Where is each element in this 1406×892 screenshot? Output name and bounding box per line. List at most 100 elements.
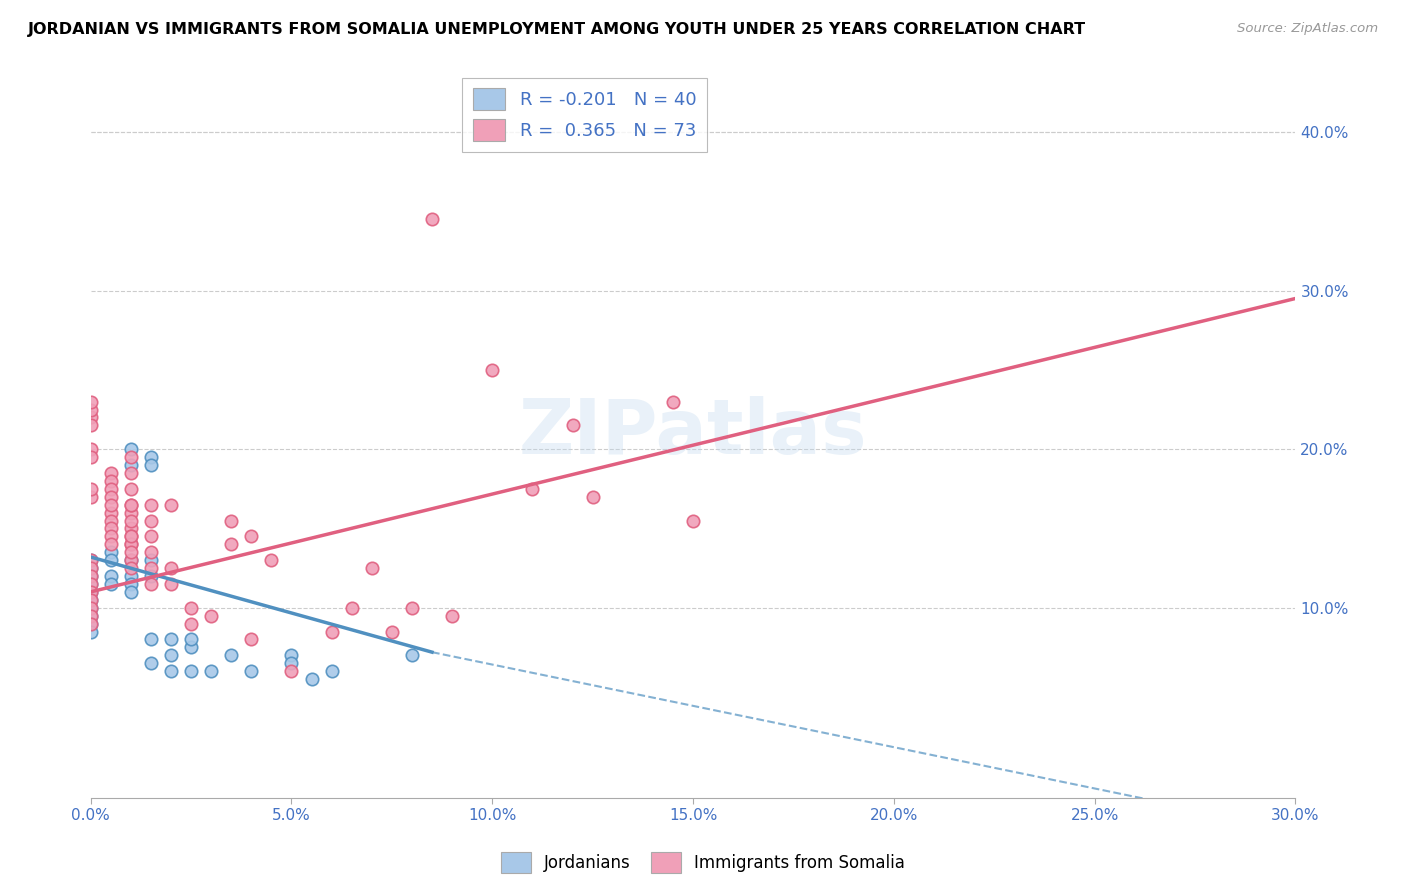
Point xyxy=(240,664,263,678)
Point xyxy=(139,450,162,464)
Point xyxy=(79,577,101,591)
Point xyxy=(79,592,101,607)
Point xyxy=(79,482,101,496)
Point xyxy=(79,585,101,599)
Point xyxy=(160,664,183,678)
Point xyxy=(240,529,263,543)
Point xyxy=(79,585,101,599)
Point xyxy=(79,410,101,425)
Point xyxy=(160,498,183,512)
Point xyxy=(100,521,122,535)
Point xyxy=(100,529,122,543)
Text: ZIPatlas: ZIPatlas xyxy=(519,396,868,470)
Point xyxy=(100,506,122,520)
Point xyxy=(100,569,122,583)
Point xyxy=(79,569,101,583)
Point xyxy=(79,490,101,504)
Point xyxy=(139,569,162,583)
Point xyxy=(139,577,162,591)
Point xyxy=(120,553,142,567)
Point xyxy=(79,608,101,623)
Point xyxy=(381,624,404,639)
Legend: R = -0.201   N = 40, R =  0.365   N = 73: R = -0.201 N = 40, R = 0.365 N = 73 xyxy=(463,78,707,153)
Point xyxy=(120,529,142,543)
Point xyxy=(100,553,122,567)
Point xyxy=(79,600,101,615)
Point xyxy=(180,640,202,655)
Point xyxy=(139,529,162,543)
Point xyxy=(79,561,101,575)
Point xyxy=(139,514,162,528)
Point xyxy=(79,600,101,615)
Point xyxy=(120,506,142,520)
Point xyxy=(561,418,583,433)
Point xyxy=(200,664,222,678)
Point xyxy=(120,545,142,559)
Point xyxy=(219,648,242,663)
Point xyxy=(160,648,183,663)
Point xyxy=(139,561,162,575)
Point xyxy=(120,537,142,551)
Point xyxy=(79,450,101,464)
Point xyxy=(219,514,242,528)
Point xyxy=(79,569,101,583)
Point xyxy=(79,608,101,623)
Point xyxy=(100,537,122,551)
Point xyxy=(120,529,142,543)
Point xyxy=(120,537,142,551)
Point xyxy=(240,632,263,647)
Point xyxy=(79,553,101,567)
Point xyxy=(180,632,202,647)
Point xyxy=(321,624,343,639)
Point xyxy=(139,632,162,647)
Point xyxy=(219,537,242,551)
Point xyxy=(401,600,423,615)
Point xyxy=(79,561,101,575)
Text: Source: ZipAtlas.com: Source: ZipAtlas.com xyxy=(1237,22,1378,36)
Point xyxy=(139,545,162,559)
Point xyxy=(139,498,162,512)
Point xyxy=(120,498,142,512)
Point xyxy=(79,442,101,457)
Point xyxy=(160,577,183,591)
Point xyxy=(139,553,162,567)
Point xyxy=(280,648,302,663)
Text: JORDANIAN VS IMMIGRANTS FROM SOMALIA UNEMPLOYMENT AMONG YOUTH UNDER 25 YEARS COR: JORDANIAN VS IMMIGRANTS FROM SOMALIA UNE… xyxy=(28,22,1087,37)
Point xyxy=(280,664,302,678)
Point xyxy=(120,514,142,528)
Point xyxy=(582,490,605,504)
Point xyxy=(682,514,704,528)
Point xyxy=(79,418,101,433)
Point xyxy=(79,394,101,409)
Point xyxy=(160,561,183,575)
Point xyxy=(79,402,101,417)
Point xyxy=(420,212,443,227)
Point xyxy=(340,600,363,615)
Point xyxy=(662,394,685,409)
Point xyxy=(120,553,142,567)
Point xyxy=(200,608,222,623)
Point xyxy=(120,482,142,496)
Point xyxy=(120,466,142,480)
Point xyxy=(301,672,323,686)
Point xyxy=(120,561,142,575)
Point xyxy=(120,585,142,599)
Point xyxy=(100,577,122,591)
Point xyxy=(120,498,142,512)
Point xyxy=(120,521,142,535)
Point xyxy=(100,545,122,559)
Point xyxy=(139,458,162,472)
Point xyxy=(100,466,122,480)
Point xyxy=(120,458,142,472)
Point xyxy=(100,490,122,504)
Point xyxy=(79,577,101,591)
Point xyxy=(441,608,464,623)
Point xyxy=(360,561,382,575)
Legend: Jordanians, Immigrants from Somalia: Jordanians, Immigrants from Somalia xyxy=(494,846,912,880)
Point xyxy=(260,553,283,567)
Point xyxy=(180,664,202,678)
Point xyxy=(481,363,503,377)
Point xyxy=(522,482,544,496)
Point xyxy=(321,664,343,678)
Point xyxy=(120,569,142,583)
